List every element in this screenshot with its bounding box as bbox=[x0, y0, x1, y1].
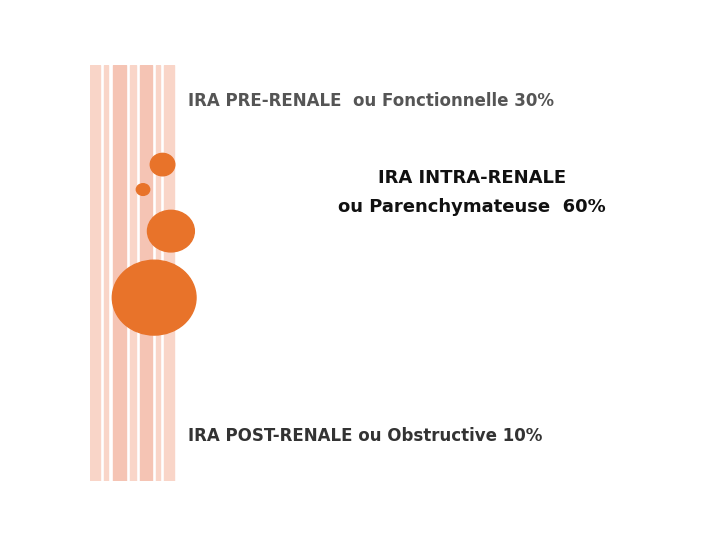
Text: IRA INTRA-RENALE: IRA INTRA-RENALE bbox=[378, 168, 567, 187]
Ellipse shape bbox=[112, 260, 196, 335]
Bar bbox=[156, 65, 161, 481]
Bar bbox=[140, 65, 153, 481]
Bar bbox=[163, 65, 174, 481]
Bar bbox=[104, 65, 109, 481]
Bar bbox=[130, 65, 136, 481]
Text: ou Parenchymateuse  60%: ou Parenchymateuse 60% bbox=[338, 198, 606, 216]
Ellipse shape bbox=[136, 184, 150, 195]
Bar bbox=[90, 65, 100, 481]
Text: IRA PRE-RENALE  ou Fonctionnelle 30%: IRA PRE-RENALE ou Fonctionnelle 30% bbox=[188, 92, 554, 110]
Ellipse shape bbox=[150, 153, 175, 176]
Text: IRA POST-RENALE ou Obstructive 10%: IRA POST-RENALE ou Obstructive 10% bbox=[188, 427, 542, 446]
Bar bbox=[114, 65, 126, 481]
Ellipse shape bbox=[148, 210, 194, 252]
